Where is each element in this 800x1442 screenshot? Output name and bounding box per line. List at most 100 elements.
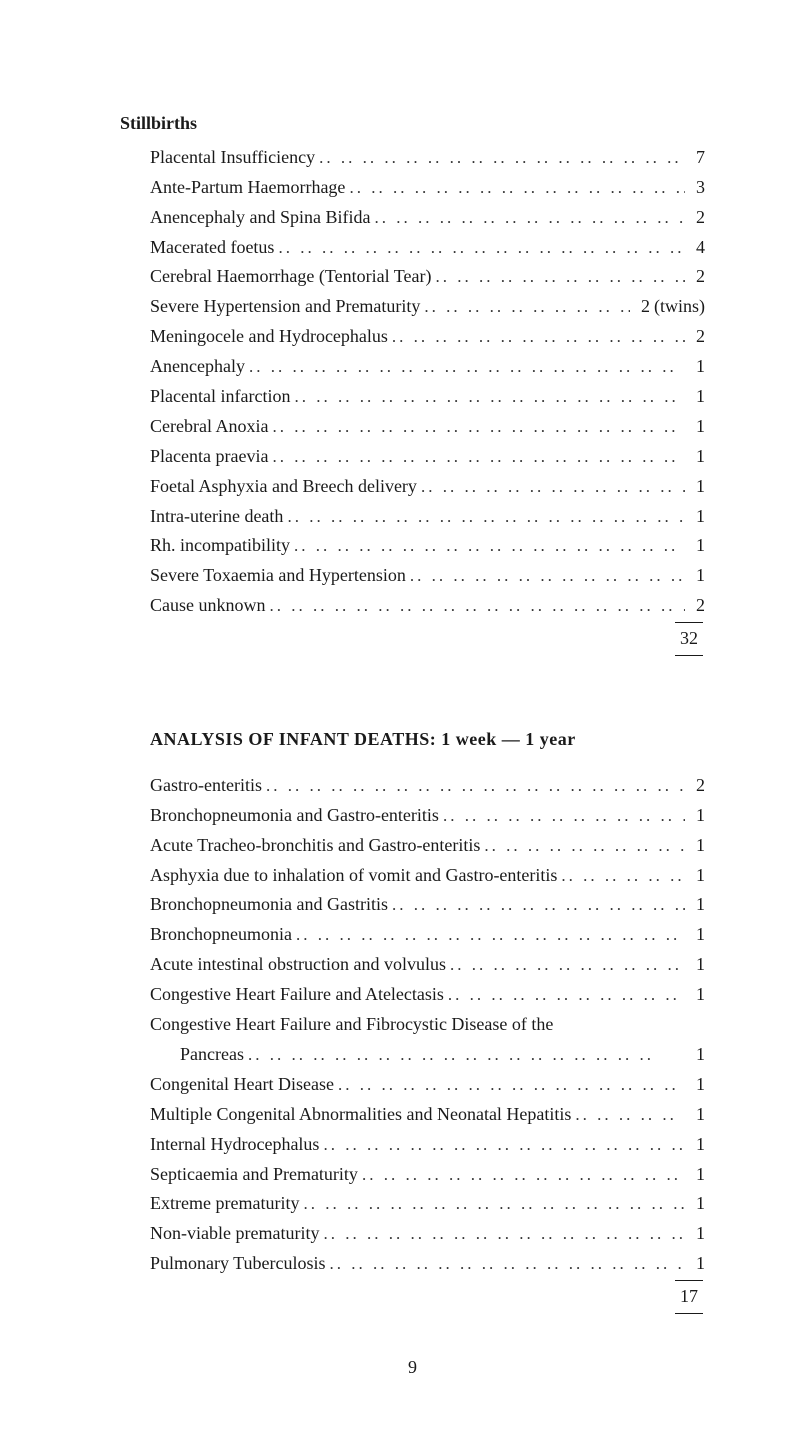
analysis-total-block: 17 <box>150 1280 705 1314</box>
entry-label: Asphyxia due to inhalation of vomit and … <box>150 862 557 890</box>
list-item: Extreme prematurity.. .. .. .. .. .. .. … <box>150 1190 705 1218</box>
entry-label: Placental Insufficiency <box>150 144 315 172</box>
leader-dots: .. .. .. .. .. .. .. .. .. .. .. .. .. .… <box>388 324 685 350</box>
leader-dots: .. .. .. .. .. .. .. .. .. .. .. .. .. .… <box>244 1042 685 1068</box>
list-item: Cerebral Haemorrhage (Tentorial Tear).. … <box>150 263 705 291</box>
entry-label: Extreme prematurity <box>150 1190 299 1218</box>
entry-label: Multiple Congenital Abnormalities and Ne… <box>150 1101 571 1129</box>
leader-dots: .. .. .. .. .. .. .. .. .. .. .. .. .. .… <box>266 593 686 619</box>
entry-value: 1 <box>685 1101 705 1129</box>
list-item: Congestive Heart Failure and Atelectasis… <box>150 981 705 1009</box>
entry-value: 1 <box>685 1250 705 1278</box>
entry-value: 1 <box>685 1071 705 1099</box>
entry-value: 2 <box>630 293 650 321</box>
list-item: Intra-uterine death.. .. .. .. .. .. .. … <box>150 503 705 531</box>
entry-suffix: (twins) <box>654 293 705 321</box>
entry-value: 1 <box>685 503 705 531</box>
leader-dots: .. .. .. .. .. .. .. .. .. .. .. .. .. .… <box>444 982 685 1008</box>
entry-value: 1 <box>685 862 705 890</box>
list-item: Foetal Asphyxia and Breech delivery.. ..… <box>150 473 705 501</box>
analysis-heading: ANALYSIS OF INFANT DEATHS: 1 week — 1 ye… <box>150 726 705 754</box>
entry-value: 1 <box>685 1190 705 1218</box>
leader-dots: .. .. .. .. .. .. .. .. .. .. .. .. .. .… <box>370 205 685 231</box>
list-item: Severe Hypertension and Prematurity.. ..… <box>150 293 705 321</box>
leader-dots: .. .. .. .. .. .. .. .. .. .. .. .. .. .… <box>480 833 685 859</box>
leader-dots: .. .. .. .. .. .. .. .. .. .. .. .. .. .… <box>446 952 685 978</box>
stillbirths-total: 32 <box>675 623 703 655</box>
leader-dots: .. .. .. .. .. .. .. .. .. .. .. .. .. .… <box>388 892 685 918</box>
entry-value: 1 <box>685 532 705 560</box>
list-item: Congenital Heart Disease.. .. .. .. .. .… <box>150 1071 705 1099</box>
list-item: Macerated foetus.. .. .. .. .. .. .. .. … <box>150 234 705 262</box>
analysis-list-1: Gastro-enteritis.. .. .. .. .. .. .. .. … <box>120 772 705 1009</box>
entry-label: Foetal Asphyxia and Breech delivery <box>150 473 417 501</box>
entry-label: Congestive Heart Failure and Atelectasis <box>150 981 444 1009</box>
entry-value: 1 <box>685 443 705 471</box>
analysis-hang-lead: Congestive Heart Failure and Fibrocystic… <box>150 1011 705 1039</box>
leader-dots: .. .. .. .. .. .. .. .. .. .. .. .. .. .… <box>439 803 685 829</box>
entry-label: Non-viable prematurity <box>150 1220 319 1248</box>
entry-label: Bronchopneumonia and Gastritis <box>150 891 388 919</box>
entry-value: 3 <box>685 174 705 202</box>
leader-dots: .. .. .. .. .. .. .. .. .. .. .. .. .. .… <box>262 773 685 799</box>
list-item: Bronchopneumonia and Gastro-enteritis.. … <box>150 802 705 830</box>
entry-label: Rh. incompatibility <box>150 532 290 560</box>
leader-dots: .. .. .. .. .. .. .. .. .. .. .. .. .. .… <box>299 1191 685 1217</box>
leader-dots: .. .. .. .. .. .. .. .. .. .. .. .. .. .… <box>290 384 685 410</box>
list-item: Internal Hydrocephalus.. .. .. .. .. .. … <box>150 1131 705 1159</box>
list-item: Anencephaly.. .. .. .. .. .. .. .. .. ..… <box>150 353 705 381</box>
entry-value: 1 <box>685 1161 705 1189</box>
entry-value: 1 <box>685 1220 705 1248</box>
list-item: Asphyxia due to inhalation of vomit and … <box>150 862 705 890</box>
leader-dots: .. .. .. .. .. .. .. .. .. .. .. .. .. .… <box>420 294 630 320</box>
entry-label: Macerated foetus <box>150 234 274 262</box>
entry-value: 1 <box>685 802 705 830</box>
leader-dots: .. .. .. .. .. .. .. .. .. .. .. .. .. .… <box>345 175 685 201</box>
entry-value: 1 <box>685 1041 705 1069</box>
list-item: Non-viable prematurity.. .. .. .. .. .. … <box>150 1220 705 1248</box>
entry-label: Severe Toxaemia and Hypertension <box>150 562 406 590</box>
leader-dots: .. .. .. .. .. .. .. .. .. .. .. .. .. .… <box>571 1102 685 1128</box>
entry-label: Acute Tracheo-bronchitis and Gastro-ente… <box>150 832 480 860</box>
leader-dots: .. .. .. .. .. .. .. .. .. .. .. .. .. .… <box>334 1072 685 1098</box>
entry-value: 1 <box>685 353 705 381</box>
leader-dots: .. .. .. .. .. .. .. .. .. .. .. .. .. .… <box>274 235 685 261</box>
list-item: Pulmonary Tuberculosis.. .. .. .. .. .. … <box>150 1250 705 1278</box>
entry-label: Severe Hypertension and Prematurity <box>150 293 420 321</box>
entry-value: 1 <box>685 951 705 979</box>
list-item: Anencephaly and Spina Bifida.. .. .. .. … <box>150 204 705 232</box>
list-item: Ante-Partum Haemorrhage.. .. .. .. .. ..… <box>150 174 705 202</box>
leader-dots: .. .. .. .. .. .. .. .. .. .. .. .. .. .… <box>432 264 686 290</box>
entry-label: Internal Hydrocephalus <box>150 1131 319 1159</box>
entry-label: Congenital Heart Disease <box>150 1071 334 1099</box>
analysis-list-2: Congenital Heart Disease.. .. .. .. .. .… <box>120 1071 705 1278</box>
entry-label: Ante-Partum Haemorrhage <box>150 174 345 202</box>
list-item: Bronchopneumonia.. .. .. .. .. .. .. .. … <box>150 921 705 949</box>
entry-label: Cerebral Anoxia <box>150 413 268 441</box>
leader-dots: .. .. .. .. .. .. .. .. .. .. .. .. .. .… <box>417 474 685 500</box>
entry-label: Congestive Heart Failure and Fibrocystic… <box>150 1011 553 1039</box>
list-item: Bronchopneumonia and Gastritis.. .. .. .… <box>150 891 705 919</box>
stillbirths-heading: Stillbirths <box>120 110 705 138</box>
entry-label: Placenta praevia <box>150 443 268 471</box>
analysis-hang-cont-wrap: Pancreas .. .. .. .. .. .. .. .. .. .. .… <box>120 1041 705 1069</box>
entry-label: Placental infarction <box>150 383 290 411</box>
leader-dots: .. .. .. .. .. .. .. .. .. .. .. .. .. .… <box>557 863 685 889</box>
entry-value: 1 <box>685 921 705 949</box>
entry-value: 7 <box>685 144 705 172</box>
list-item: Cause unknown.. .. .. .. .. .. .. .. .. … <box>150 592 705 620</box>
leader-dots: .. .. .. .. .. .. .. .. .. .. .. .. .. .… <box>245 354 685 380</box>
entry-value: 2 <box>685 772 705 800</box>
entry-value: 1 <box>685 981 705 1009</box>
entry-label: Anencephaly <box>150 353 245 381</box>
entry-label: Bronchopneumonia <box>150 921 292 949</box>
page-number: 9 <box>120 1354 705 1382</box>
entry-value: 1 <box>685 413 705 441</box>
entry-value: 1 <box>685 473 705 501</box>
entry-label: Septicaemia and Prematurity <box>150 1161 358 1189</box>
list-item: Multiple Congenital Abnormalities and Ne… <box>150 1101 705 1129</box>
leader-dots: .. .. .. .. .. .. .. .. .. .. .. .. .. .… <box>268 414 685 440</box>
leader-dots: .. .. .. .. .. .. .. .. .. .. .. .. .. .… <box>326 1251 685 1277</box>
entry-value: 1 <box>685 832 705 860</box>
entry-value: 1 <box>685 891 705 919</box>
